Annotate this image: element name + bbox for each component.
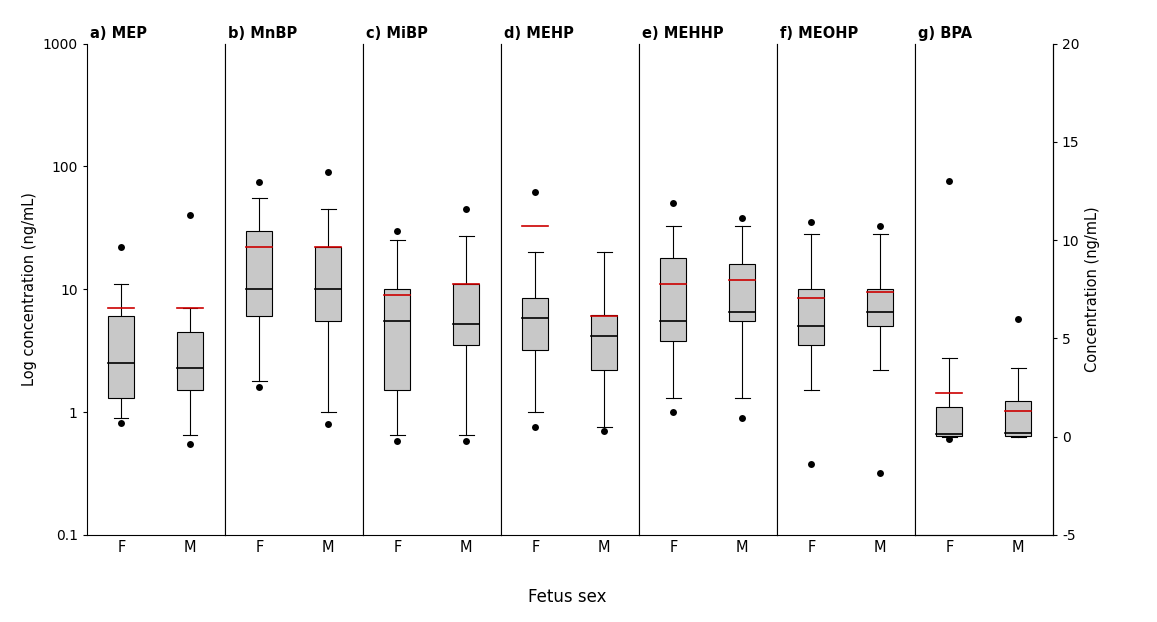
Bar [591,315,618,370]
Bar [798,289,825,345]
Bar [454,284,479,345]
Bar [936,407,963,435]
Bar [868,289,893,326]
Bar [522,298,548,350]
Text: c) MiBP: c) MiBP [366,26,427,41]
Text: e) MEHHP: e) MEHHP [642,26,723,41]
Bar [315,247,341,321]
Text: b) MnBP: b) MnBP [228,26,297,41]
Bar [661,258,686,341]
Bar [177,332,204,391]
Text: a) MEP: a) MEP [89,26,147,41]
Y-axis label: Log concentration (ng/mL): Log concentration (ng/mL) [22,192,37,386]
Bar [246,231,272,317]
Text: g) BPA: g) BPA [918,26,972,41]
Text: Fetus sex: Fetus sex [528,588,606,606]
Bar [1005,401,1032,435]
Bar [729,264,756,321]
Y-axis label: Concentration (ng/mL): Concentration (ng/mL) [1085,207,1100,372]
Text: d) MEHP: d) MEHP [503,26,574,41]
Bar [108,317,134,398]
Text: f) MEOHP: f) MEOHP [780,26,857,41]
Bar [384,289,411,391]
